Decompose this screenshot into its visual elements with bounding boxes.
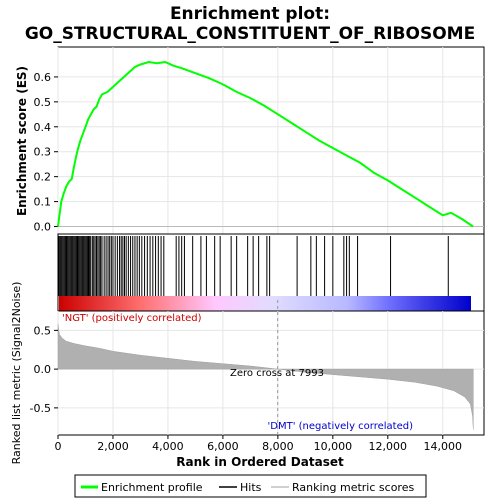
x-tick-label: 12,000 xyxy=(369,440,408,453)
es-y-tick-label: 0.2 xyxy=(34,171,52,184)
x-axis: 0 2,000 4,000 6,000 8,000 10,000 12,000 14,000 xyxy=(55,435,463,453)
legend-box xyxy=(74,474,427,498)
x-tick-label: 8,000 xyxy=(262,440,294,453)
x-tick-label: 6,000 xyxy=(207,440,239,453)
hits-panel xyxy=(57,233,485,312)
chart-subtitle: GO_STRUCTURAL_CONSTITUENT_OF_RIBOSOME xyxy=(25,24,475,44)
ranking-y-tick-label: 0.5 xyxy=(34,324,52,337)
x-tick-label: 2,000 xyxy=(97,440,129,453)
ranking-y-axis: -0.5 0.0 0.5 xyxy=(30,324,58,415)
es-y-tick-label: 0.6 xyxy=(34,71,52,84)
x-tick-label: 4,000 xyxy=(152,440,184,453)
es-y-tick-label: 0.3 xyxy=(34,146,52,159)
legend-ranking-label: Ranking metric scores xyxy=(292,481,414,494)
ranking-panel: -0.5 0.0 0.5 'NGT' (positively correlated)… xyxy=(10,282,485,465)
es-y-tick-label: 0.4 xyxy=(34,121,52,134)
es-grid xyxy=(57,47,484,234)
es-y-tick-label: 0.5 xyxy=(34,96,52,109)
ranking-metric-area xyxy=(57,324,474,430)
x-axis-label: Rank in Ordered Dataset xyxy=(176,455,344,469)
rank-colorbar xyxy=(59,296,471,311)
ranking-y-tick-label: 0.0 xyxy=(34,363,52,376)
x-tick-label: 10,000 xyxy=(314,440,353,453)
hit-lines xyxy=(58,236,449,296)
enrichment-profile-line xyxy=(57,60,474,228)
es-y-axis-label: Enrichment score (ES) xyxy=(15,66,29,216)
ranking-y-axis-label: Ranked list metric (Signal2Noise) xyxy=(10,282,23,465)
x-tick-label: 0 xyxy=(55,440,62,453)
es-y-axis: 0.0 0.1 0.2 0.3 0.4 0.5 0.6 xyxy=(34,71,58,234)
es-y-tick-label: 0.0 xyxy=(34,221,52,234)
legend: Enrichment profile Hits Ranking metric s… xyxy=(74,474,427,498)
chart-title: Enrichment plot: xyxy=(170,4,330,24)
zero-cross-label: Zero cross at 7993 xyxy=(230,368,324,379)
ranking-y-tick-label: -0.5 xyxy=(30,402,51,415)
legend-hits-label: Hits xyxy=(240,481,262,494)
es-panel: 0.0 0.1 0.2 0.3 0.4 0.5 0.6 Enrichment score (… xyxy=(15,46,485,235)
x-tick-label: 14,000 xyxy=(424,440,463,453)
legend-enrichment-label: Enrichment profile xyxy=(101,481,203,494)
es-y-tick-label: 0.1 xyxy=(34,196,52,209)
positive-correlation-label: 'NGT' (positively correlated) xyxy=(62,313,202,324)
es-panel-frame xyxy=(57,46,485,235)
negative-correlation-label: 'DMT' (negatively correlated) xyxy=(268,421,414,432)
